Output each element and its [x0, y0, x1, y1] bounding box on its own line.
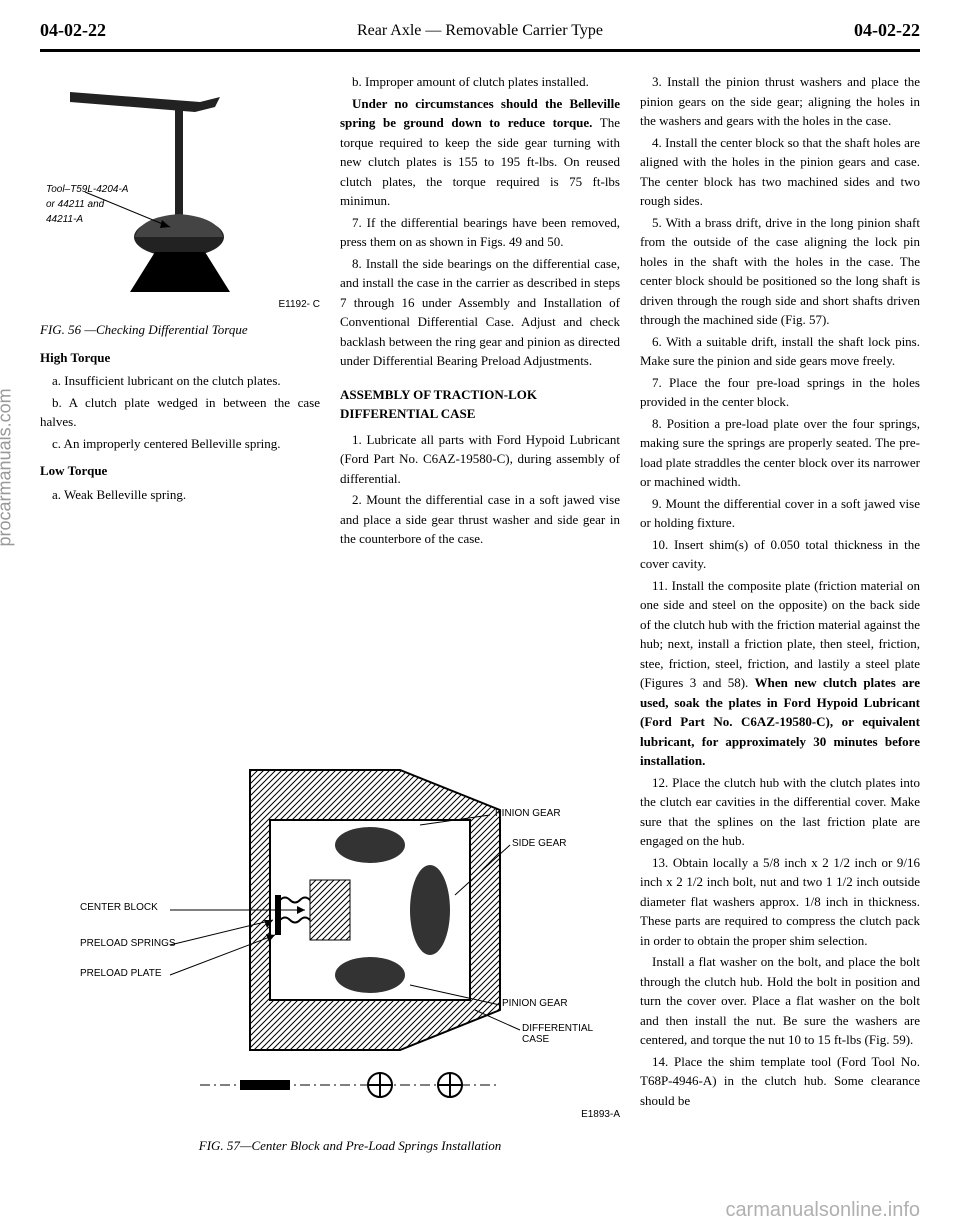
fig57-side-gear: SIDE GEAR [512, 838, 566, 849]
col2-a2: 2. Mount the differential case in a soft… [340, 490, 620, 549]
page-title: Rear Axle — Removable Carrier Type [357, 22, 603, 40]
fig57-diff-case: DIFFERENTIAL CASE [522, 1023, 620, 1045]
col3-p5: 5. With a brass drift, drive in the long… [640, 213, 920, 330]
column-3: 3. Install the pinion thrust washers and… [640, 72, 920, 1112]
page-number-right: 04-02-22 [854, 20, 920, 41]
col3-p13: 13. Obtain locally a 5/8 inch x 2 1/2 in… [640, 853, 920, 951]
assembly-heading: ASSEMBLY OF TRACTION-LOK DIFFERENTIAL CA… [340, 385, 620, 424]
high-torque-heading: High Torque [40, 348, 320, 368]
fig56-tool-label: Tool–T59L-4204-A or 44211 and 44211-A [46, 182, 136, 227]
col2-a1: 1. Lubricate all parts with Ford Hypoid … [340, 430, 620, 489]
col3-p10: 10. Insert shim(s) of 0.050 total thickn… [640, 535, 920, 574]
page-number-left: 04-02-22 [40, 20, 106, 41]
col2-p2-bold: Under no circumstances should the Bellev… [340, 96, 620, 131]
fig57-pinion-gear-bot: PINION GEAR [502, 998, 568, 1009]
low-torque-a: a. Weak Belleville spring. [40, 485, 320, 505]
col2-p3: 7. If the differential bearings have bee… [340, 213, 620, 252]
col2-p2: Under no circumstances should the Bellev… [340, 94, 620, 211]
fig57-pinion-gear-top: PINION GEAR [495, 808, 561, 819]
col2-p4: 8. Install the side bearings on the diff… [340, 254, 620, 371]
fig56-caption: FIG. 56 —Checking Differential Torque [40, 320, 320, 340]
col3-p7: 7. Place the four pre-load springs in th… [640, 373, 920, 412]
fig57-preload-plate: PRELOAD PLATE [80, 968, 162, 979]
col3-p9: 9. Mount the differential cover in a sof… [640, 494, 920, 533]
high-torque-a: a. Insufficient lubricant on the clutch … [40, 371, 320, 391]
col3-p11a: 11. Install the composite plate (frictio… [640, 578, 920, 691]
fig57-id: E1893-A [581, 1109, 620, 1120]
col3-p8: 8. Position a pre-load plate over the fo… [640, 414, 920, 492]
col3-p12: 12. Place the clutch hub with the clutch… [640, 773, 920, 851]
figure-56: Tool–T59L-4204-A or 44211 and 44211-A E1… [40, 72, 320, 312]
watermark-bottom: carmanualsonline.info [725, 1199, 920, 1222]
fig57-preload-springs: PRELOAD SPRINGS [80, 938, 176, 949]
high-torque-b: b. A clutch plate wedged in between the … [40, 393, 320, 432]
fig57-center-block: CENTER BLOCK [80, 902, 158, 913]
watermark-left: procarmanuals.com [0, 388, 16, 546]
fig56-id: E1192- C [278, 297, 320, 312]
col3-p3: 3. Install the pinion thrust washers and… [640, 72, 920, 131]
col3-p13b: Install a flat washer on the bolt, and p… [640, 952, 920, 1050]
low-torque-heading: Low Torque [40, 461, 320, 481]
col3-p14: 14. Place the shim template tool (Ford T… [640, 1052, 920, 1111]
fig57-caption: FIG. 57—Center Block and Pre-Load Spring… [80, 1138, 620, 1154]
col2-p1: b. Improper amount of clutch plates inst… [340, 72, 620, 92]
high-torque-c: c. An improperly centered Belleville spr… [40, 434, 320, 454]
page-header: 04-02-22 Rear Axle — Removable Carrier T… [40, 20, 920, 52]
col3-p11: 11. Install the composite plate (frictio… [640, 576, 920, 771]
col3-p4: 4. Install the center block so that the … [640, 133, 920, 211]
figure-57: CENTER BLOCK PRELOAD SPRINGS PRELOAD PLA… [80, 750, 620, 1130]
col3-p6: 6. With a suitable drift, install the sh… [640, 332, 920, 371]
